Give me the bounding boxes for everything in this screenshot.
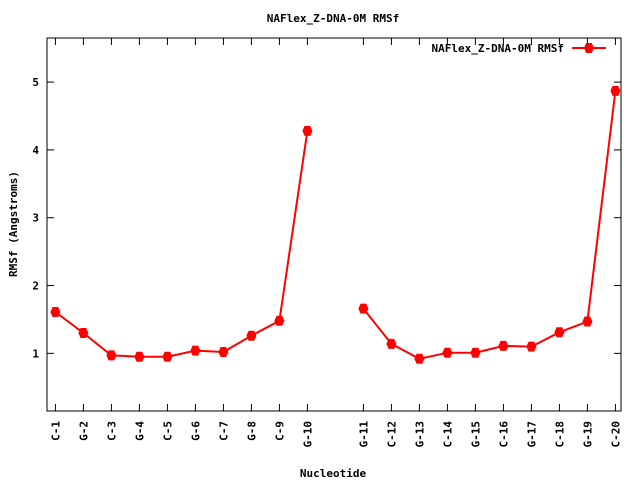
data-point [386,338,397,349]
y-tick-label: 4 [32,144,39,157]
y-axis-label: RMSf (Angstroms) [7,171,20,277]
data-point [302,125,313,136]
data-point [218,347,229,357]
x-axis-ticks: C-1 G-2 C-3 G-4 C-5 G-6 C-7 G-8 C-9 G-10 G-11 C-12 G… [49,38,622,448]
x-axis-label: Nucleotide [300,467,367,480]
data-point [78,328,89,338]
x-tick-label: C-3 [105,421,118,441]
legend-marker [584,43,594,53]
y-tick-label: 2 [32,280,39,293]
data-point [134,351,145,362]
x-tick-label: G-11 [357,421,370,448]
x-tick-label: C-9 [273,421,286,441]
x-tick-label: G-19 [581,421,594,448]
x-tick-label: C-18 [553,421,566,448]
x-tick-label: G-4 [133,421,146,441]
x-tick-label: G-10 [301,421,314,448]
plot-frame [46,37,622,412]
x-tick-label: G-15 [469,421,482,448]
x-tick-label: C-7 [217,421,230,441]
data-point [106,350,117,361]
x-tick-label: C-16 [497,421,510,448]
x-tick-label: C-12 [385,421,398,448]
data-point [526,341,537,352]
chart-title: NAFlex_Z-DNA-0M RMSf [267,12,399,25]
data-point [414,353,425,364]
y-tick-label: 5 [32,76,39,89]
x-tick-label: G-17 [525,421,538,448]
y-axis-ticks: 1 2 3 4 5 [32,76,621,360]
data-point [442,347,453,358]
data-point [582,316,593,327]
x-tick-label: C-14 [441,421,454,448]
data-point [498,340,509,351]
series-layer [50,85,621,364]
series-line [362,90,617,360]
x-tick-label: C-1 [49,421,62,441]
data-point [246,330,257,341]
data-point [162,351,173,362]
legend-label: NAFlex_Z-DNA-0M RMSf [432,42,564,55]
x-tick-label: G-6 [189,421,202,441]
series-line [54,130,309,358]
data-point [358,303,369,314]
data-point [554,327,565,338]
x-tick-label: C-20 [609,421,622,448]
data-point [190,345,201,356]
y-tick-label: 3 [32,212,39,225]
x-tick-label: G-8 [245,421,258,441]
x-tick-label: G-2 [77,421,90,441]
x-tick-label: G-13 [413,421,426,448]
data-point [470,347,481,358]
data-point [50,307,61,317]
data-point [610,85,621,96]
y-tick-label: 1 [32,347,39,360]
legend: NAFlex_Z-DNA-0M RMSf [432,42,606,55]
data-point [274,315,285,326]
x-tick-label: C-5 [161,421,174,441]
